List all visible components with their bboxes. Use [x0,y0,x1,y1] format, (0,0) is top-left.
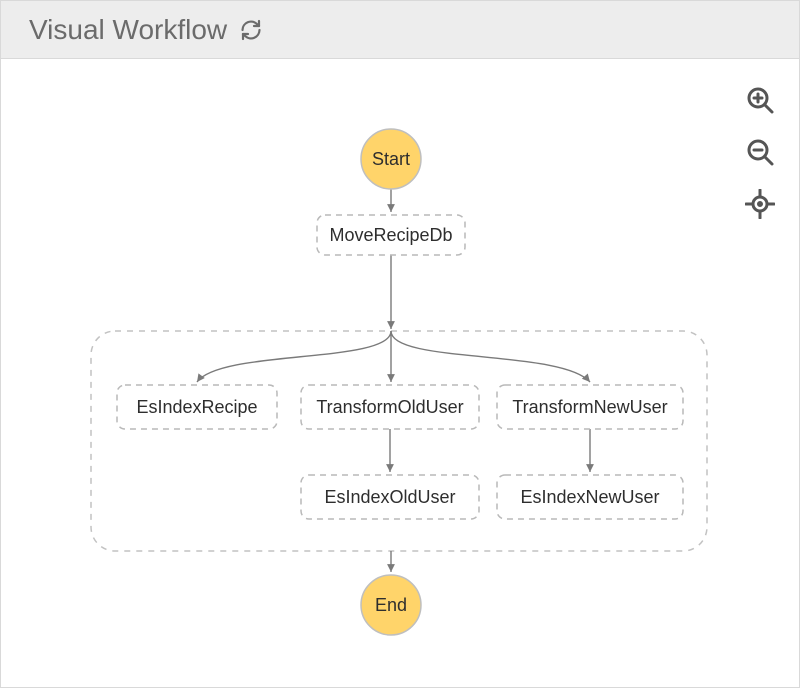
node-moveRecipeDb-label: MoveRecipeDb [329,225,452,245]
node-esIndexRecipe-label: EsIndexRecipe [136,397,257,417]
node-transformNewUser-label: TransformNewUser [512,397,667,417]
header-bar: Visual Workflow [1,1,799,59]
node-transformOldUser-label: TransformOldUser [316,397,463,417]
header-title: Visual Workflow [29,14,227,46]
edge-group-esIndexRecipe [197,331,391,382]
node-esIndexOldUser-label: EsIndexOldUser [324,487,455,507]
node-esIndexNewUser-label: EsIndexNewUser [520,487,659,507]
app-frame: Visual Workflow [0,0,800,688]
workflow-diagram: Start End MoveRecipeDb EsIndexRecipe Transfo… [1,59,800,689]
refresh-icon[interactable] [239,18,263,42]
node-end-label: End [375,595,407,615]
diagram-canvas[interactable]: Start End MoveRecipeDb EsIndexRecipe Transfo… [1,59,799,687]
edge-group-transformNewUser [391,331,590,382]
node-start-label: Start [372,149,410,169]
